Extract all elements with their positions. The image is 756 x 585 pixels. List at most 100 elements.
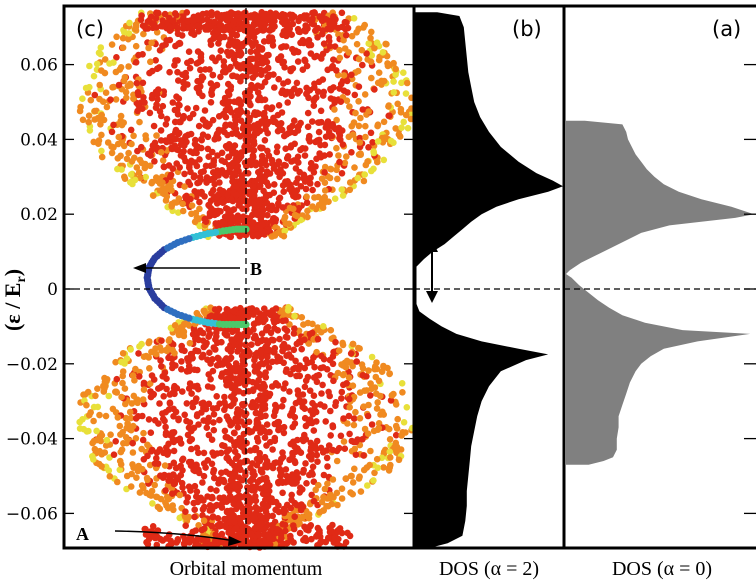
lower-band-point (326, 356, 334, 364)
x-axis-label-dos-a: DOS (α = 0) (612, 558, 712, 580)
upper-band-point (329, 121, 337, 128)
lower-band-point (185, 458, 193, 466)
upper-band-point (160, 163, 168, 171)
lower-band-point (344, 420, 351, 427)
upper-band-point (124, 82, 132, 90)
lower-band-point (195, 385, 202, 393)
lower-band-point (317, 401, 324, 408)
upper-band-point (243, 73, 250, 80)
lower-band-point (279, 317, 287, 325)
lower-band-point (213, 393, 220, 400)
lower-band-point (308, 535, 315, 543)
upper-band-point (207, 9, 215, 17)
upper-band-point (380, 118, 388, 126)
upper-band-point (131, 154, 138, 162)
lower-band-point (197, 327, 204, 334)
lower-band-point (271, 319, 278, 326)
upper-band-point (126, 19, 133, 27)
upper-band-point (321, 179, 329, 186)
lower-band-point (195, 421, 202, 428)
upper-band-point (172, 135, 180, 143)
lower-band-point (116, 466, 124, 474)
lower-band-point (310, 392, 318, 400)
upper-band-point (127, 171, 135, 178)
lower-band-point (181, 541, 188, 548)
upper-band-point (306, 179, 314, 187)
lower-band-point (214, 339, 221, 347)
lower-band-point (173, 539, 180, 546)
upper-band-point (261, 174, 268, 182)
upper-band-point (187, 57, 195, 65)
lower-band-point (191, 482, 199, 490)
lower-band-point (272, 459, 280, 466)
lower-band-point (304, 513, 311, 520)
upper-band-point (211, 211, 218, 219)
lower-band-point (169, 478, 177, 486)
lower-band-point (160, 449, 167, 457)
upper-band-point (262, 194, 270, 201)
upper-band-point (95, 140, 102, 147)
upper-band-point (219, 68, 227, 76)
lower-band-point (392, 431, 400, 439)
lower-band-point (346, 404, 354, 411)
edge-state-point (170, 309, 178, 317)
lower-band-point (281, 325, 289, 333)
upper-band-point (246, 214, 253, 222)
lower-band-point (103, 436, 111, 444)
upper-band-point (300, 171, 308, 179)
y-tick-label: −0.06 (6, 504, 58, 524)
upper-band-point (282, 180, 290, 188)
upper-band-point (314, 88, 322, 95)
edge-state-point (149, 292, 157, 300)
upper-band-point (335, 129, 343, 137)
lower-band-point (214, 515, 222, 522)
lower-band-point (181, 411, 188, 419)
upper-band-point (222, 205, 230, 212)
lower-band-point (202, 537, 209, 544)
upper-band-point (304, 123, 312, 131)
upper-band-point (260, 112, 268, 120)
upper-band-point (184, 17, 192, 25)
lower-band-point (177, 471, 185, 479)
upper-band-point (287, 144, 295, 151)
upper-band-point (373, 39, 381, 46)
lower-band-point (284, 476, 292, 483)
upper-band-point (193, 162, 201, 170)
lower-band-point (373, 405, 381, 412)
lower-band-point (319, 381, 326, 389)
upper-band-point (147, 58, 154, 66)
upper-band-point (355, 98, 362, 105)
upper-band-point (336, 158, 343, 166)
upper-band-point (207, 37, 214, 45)
lower-band-point (310, 354, 317, 361)
lower-band-point (186, 339, 194, 347)
upper-band-point (264, 211, 271, 219)
upper-band-point (206, 66, 213, 73)
upper-band-point (314, 180, 321, 188)
upper-band-point (333, 166, 340, 174)
upper-band-point (277, 53, 285, 60)
lower-band-point (229, 473, 236, 480)
lower-band-point (261, 505, 269, 513)
lower-band-point (271, 325, 278, 332)
upper-band-point (358, 46, 366, 54)
upper-band-point (102, 89, 110, 96)
lower-band-point (208, 312, 215, 320)
upper-band-point (154, 96, 161, 103)
lower-band-point (179, 388, 186, 395)
lower-band-point (203, 424, 211, 432)
y-tick-label: 0 (47, 280, 58, 300)
lower-band-point (260, 531, 268, 538)
lower-band-point (105, 392, 113, 400)
upper-band-point (348, 71, 355, 79)
upper-band-point (402, 90, 410, 97)
upper-band-point (390, 89, 398, 96)
upper-band-point (291, 188, 298, 196)
upper-band-point (163, 138, 170, 146)
upper-band-point (239, 13, 247, 21)
lower-band-point (248, 532, 256, 539)
lower-band-point (181, 320, 189, 328)
upper-band-point (171, 118, 179, 126)
lower-band-point (143, 539, 150, 546)
upper-band-point (147, 13, 155, 20)
